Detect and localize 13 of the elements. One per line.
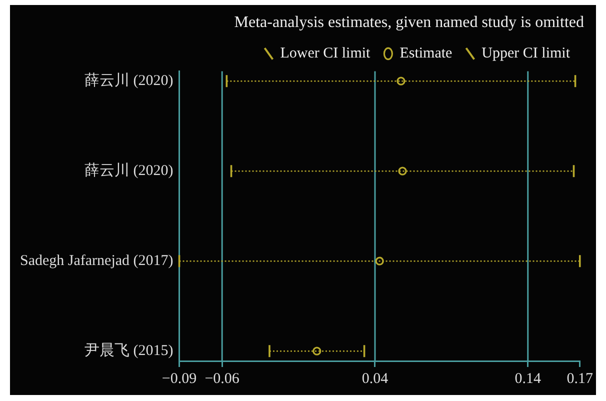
chart-title: Meta-analysis estimates, given named study is omitted xyxy=(234,14,584,31)
y-tick-label: 尹晨飞 (2015) xyxy=(84,342,174,360)
legend-label: Estimate xyxy=(400,46,453,62)
text: Lower CI limit xyxy=(280,46,372,62)
x-tick-label: 0.17 xyxy=(566,370,594,387)
y-tick-label: 薛云川 (2020) xyxy=(84,72,174,90)
y-tick-label: Sadegh Jafarnejad (2017) xyxy=(20,253,174,270)
x-tick-label: −0.09 xyxy=(162,370,197,387)
x-tick-label: −0.06 xyxy=(204,370,240,387)
x-tick-label: 0.14 xyxy=(514,370,542,387)
y-tick-label: 薛云川 (2020) xyxy=(84,162,174,180)
text: Upper CI limit xyxy=(482,46,571,62)
x-tick-label: 0.04 xyxy=(362,370,389,387)
